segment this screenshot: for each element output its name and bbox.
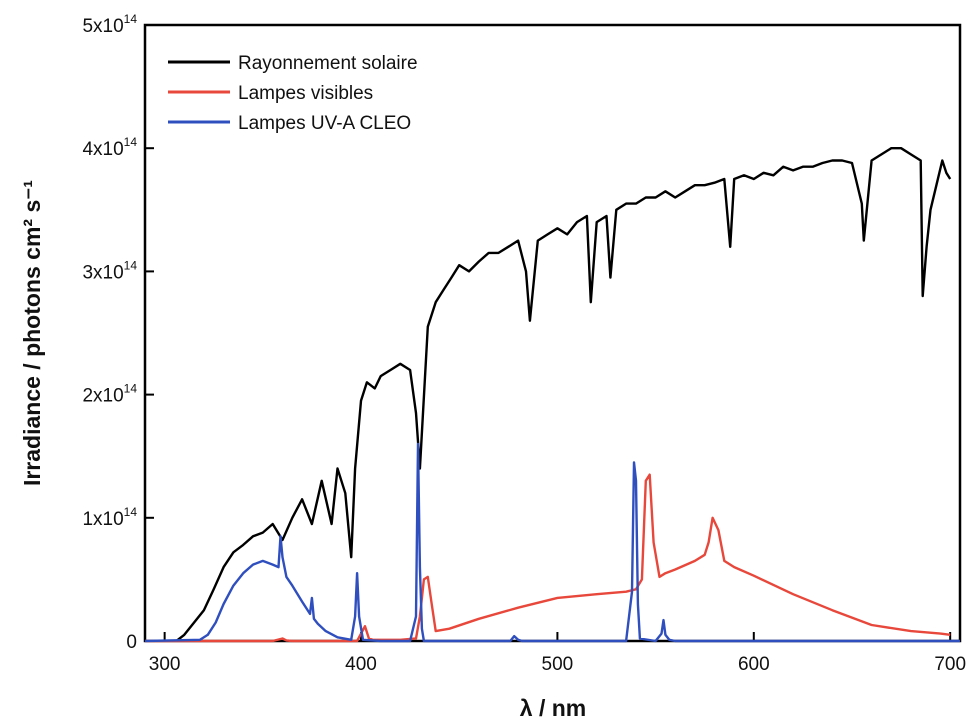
x-tick-label: 400 — [345, 654, 377, 675]
y-tick-exponent: 14 — [124, 382, 138, 396]
y-tick-exponent: 14 — [124, 505, 138, 519]
x-axis: 300 400 500 600 700 — [149, 632, 966, 675]
y-tick-base: 2x10 — [82, 386, 123, 407]
y-tick-base: 4x10 — [82, 139, 123, 160]
y-tick-base: 0 — [126, 632, 137, 653]
y-tick-base: 5x10 — [82, 16, 123, 37]
y-tick-label: 5x1014 — [82, 12, 137, 37]
x-tick-label: 300 — [149, 654, 181, 675]
series-lines — [144, 146, 960, 643]
legend-label-rayonnement-solaire: Rayonnement solaire — [238, 53, 418, 74]
legend: Rayonnement solaire Lampes visibles Lampes… — [168, 53, 418, 134]
y-tick-exponent: 14 — [124, 135, 138, 149]
y-tick-label: 3x1014 — [82, 258, 137, 283]
series-line-rayonnement-solaire — [175, 146, 952, 642]
y-tick-label: 1x1014 — [82, 505, 137, 530]
x-tick-label: 500 — [542, 654, 574, 675]
series-line-lampes-uv-a-cleo — [144, 442, 960, 643]
y-axis-title: Irradiance / photons cm² s⁻¹ — [19, 180, 45, 486]
y-tick-exponent: 14 — [124, 12, 138, 26]
y-tick-exponent: 14 — [124, 258, 138, 272]
legend-label-lampes-uv-a-cleo: Lampes UV-A CLEO — [238, 113, 411, 134]
y-tick-label: 0 — [126, 632, 137, 653]
series-line-lampes-visibles — [145, 473, 951, 643]
x-tick-label: 600 — [738, 654, 770, 675]
y-tick-base: 1x10 — [82, 509, 123, 530]
legend-label-lampes-visibles: Lampes visibles — [238, 83, 373, 104]
x-tick-label: 700 — [934, 654, 966, 675]
y-tick-label: 2x1014 — [82, 382, 137, 407]
y-tick-base: 3x10 — [82, 262, 123, 283]
y-tick-label: 4x1014 — [82, 135, 137, 160]
x-axis-title: λ / nm — [520, 695, 586, 721]
